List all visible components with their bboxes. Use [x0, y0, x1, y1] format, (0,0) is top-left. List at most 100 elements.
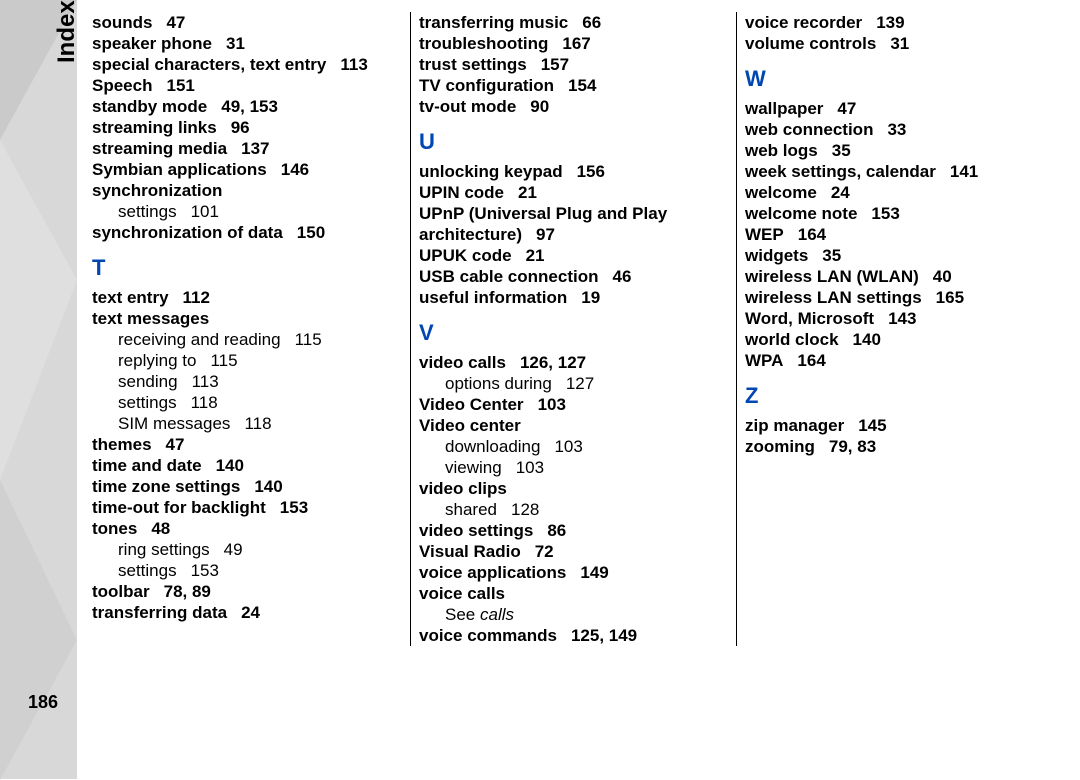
entry-pages: 49	[224, 540, 243, 559]
entry-pages: 21	[526, 246, 545, 265]
entry-label: Symbian applications	[92, 160, 267, 179]
entry-label: video calls	[419, 353, 506, 372]
index-term: transferring data24	[92, 602, 400, 623]
index-letter: U	[419, 129, 726, 155]
index-subterm: ring settings49	[92, 539, 400, 560]
index-term: zip manager145	[745, 415, 1052, 436]
entry-pages: 35	[832, 141, 851, 160]
entry-pages: 140	[216, 456, 244, 475]
entry-pages: 48	[151, 519, 170, 538]
index-term: voice calls	[419, 583, 726, 604]
index-letter: W	[745, 66, 1052, 92]
index-subterm: SIM messages118	[92, 413, 400, 434]
index-term: tones 48	[92, 518, 400, 539]
index-term: speaker phone31	[92, 33, 400, 54]
entry-pages: 118	[191, 393, 218, 412]
index-col-1: sounds 47speaker phone31special character…	[84, 12, 410, 646]
entry-label: zip manager	[745, 416, 844, 435]
index-term: widgets35	[745, 245, 1052, 266]
entry-label: zooming	[745, 437, 815, 456]
entry-pages: 21	[518, 183, 537, 202]
entry-label: tv-out mode	[419, 97, 516, 116]
entry-pages: 113	[192, 372, 219, 391]
entry-label: options during	[445, 374, 552, 393]
entry-pages: 153	[191, 561, 219, 580]
entry-label: voice commands	[419, 626, 557, 645]
index-term: web connection33	[745, 119, 1052, 140]
index-term: sounds 47	[92, 12, 400, 33]
index-term: useful information19	[419, 287, 726, 308]
index-term: video clips	[419, 478, 726, 499]
entry-label: volume controls	[745, 34, 876, 53]
index-term: week settings, calendar141	[745, 161, 1052, 182]
entry-label: streaming links	[92, 118, 217, 137]
entry-label: trust settings	[419, 55, 527, 74]
entry-label: USB cable connection	[419, 267, 598, 286]
entry-pages: 101	[191, 202, 219, 221]
entry-label: welcome	[745, 183, 817, 202]
entry-label: receiving and reading	[118, 330, 281, 349]
entry-label: downloading	[445, 437, 540, 456]
index-term: synchronization	[92, 180, 400, 201]
entry-label: transferring data	[92, 603, 227, 622]
entry-pages: 31	[890, 34, 909, 53]
index-term: Visual Radio72	[419, 541, 726, 562]
entry-pages: 118	[244, 414, 271, 433]
entry-pages: 167	[562, 34, 590, 53]
index-term: synchronization of data150	[92, 222, 400, 243]
entry-pages: 139	[876, 13, 904, 32]
index-term: welcome note153	[745, 203, 1052, 224]
entry-label: world clock	[745, 330, 839, 349]
index-subterm: settings101	[92, 201, 400, 222]
entry-label: tones	[92, 519, 137, 538]
index-term: wallpaper47	[745, 98, 1052, 119]
entry-pages: 47	[166, 13, 185, 32]
index-term: Video center	[419, 415, 726, 436]
index-letter: V	[419, 320, 726, 346]
index-term: time and date140	[92, 455, 400, 476]
entry-pages: 35	[822, 246, 841, 265]
entry-label: special characters, text entry	[92, 55, 326, 74]
entry-label: time-out for backlight	[92, 498, 266, 517]
index-term: standby mode49, 153	[92, 96, 400, 117]
entry-label: text messages	[92, 309, 209, 328]
index-term: troubleshooting 167	[419, 33, 726, 54]
entry-pages: 19	[581, 288, 600, 307]
entry-pages: 115	[210, 351, 237, 370]
entry-label: Word, Microsoft	[745, 309, 874, 328]
entry-pages: 86	[547, 521, 566, 540]
entry-label: video clips	[419, 479, 507, 498]
index-term: USB cable connection46	[419, 266, 726, 287]
entry-label: wireless LAN settings	[745, 288, 922, 307]
entry-label: shared	[445, 500, 497, 519]
entry-pages: 153	[280, 498, 308, 517]
entry-label: wireless LAN (WLAN)	[745, 267, 919, 286]
index-term: volume controls 31	[745, 33, 1052, 54]
entry-pages: 164	[798, 225, 826, 244]
page-number: 186	[28, 692, 58, 713]
index-term: themes47	[92, 434, 400, 455]
index-term: toolbar78, 89	[92, 581, 400, 602]
entry-pages: 47	[837, 99, 856, 118]
index-term: transferring music66	[419, 12, 726, 33]
index-term: tv-out mode90	[419, 96, 726, 117]
index-col-2: transferring music66troubleshooting167tr…	[410, 12, 736, 646]
index-term: TV configuration154	[419, 75, 726, 96]
entry-label: troubleshooting	[419, 34, 548, 53]
index-term: wireless LAN settings165	[745, 287, 1052, 308]
index-term: voice commands125, 149	[419, 625, 726, 646]
index-subterm: options during127	[419, 373, 726, 394]
entry-label: sounds	[92, 13, 152, 32]
entry-pages: 156	[577, 162, 605, 181]
entry-label: time zone settings	[92, 477, 240, 496]
entry-label: video settings	[419, 521, 533, 540]
entry-pages: 126, 127	[520, 353, 586, 372]
index-term: video settings 86	[419, 520, 726, 541]
index-see-ref: See calls	[419, 604, 726, 625]
entry-pages: 97	[536, 225, 555, 244]
entry-label: settings	[118, 393, 177, 412]
index-term: Speech151	[92, 75, 400, 96]
entry-pages: 103	[538, 395, 566, 414]
index-term: time zone settings140	[92, 476, 400, 497]
entry-label: synchronization of data	[92, 223, 283, 242]
